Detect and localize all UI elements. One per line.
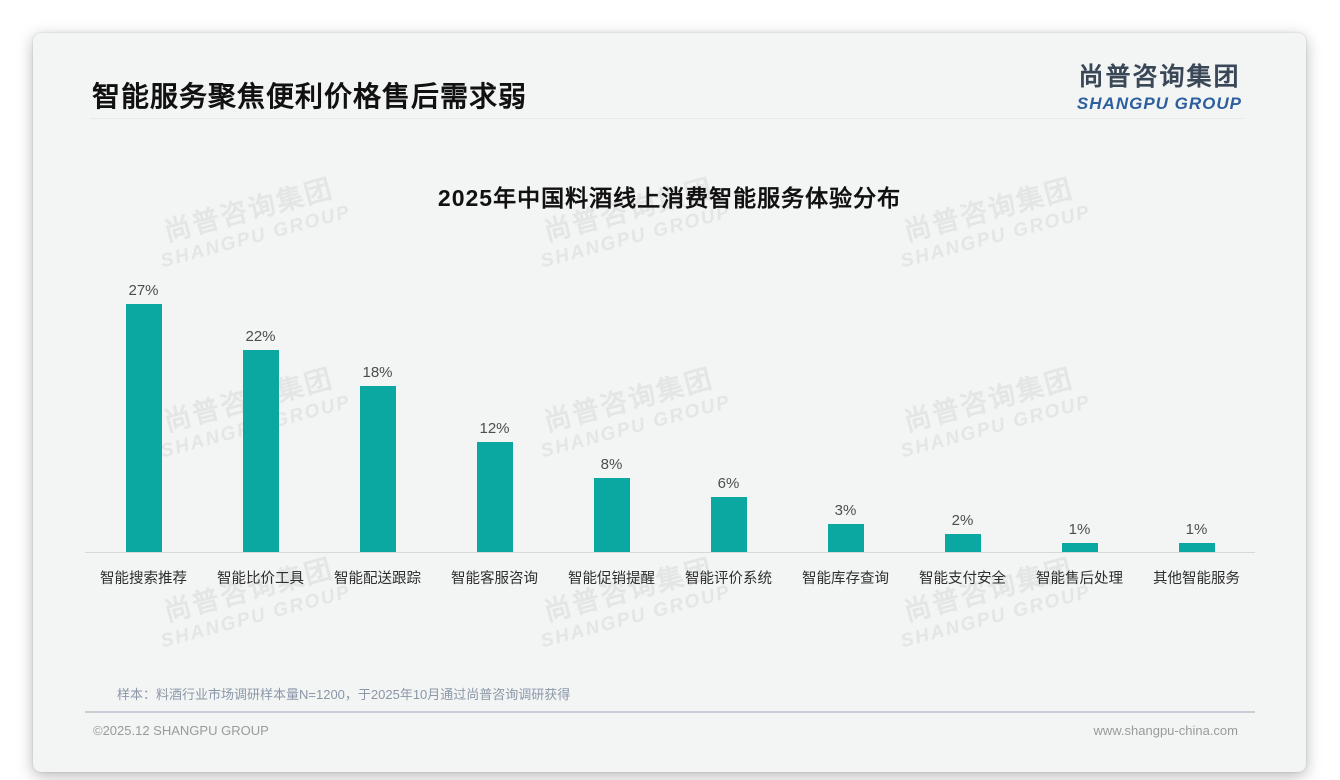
bar-value-label: 12% — [479, 419, 510, 437]
bar-column: 8% — [553, 456, 670, 552]
category-label: 智能比价工具 — [217, 571, 304, 587]
bar — [827, 524, 864, 552]
category-label: 智能支付安全 — [919, 571, 1006, 587]
bar-value-label: 18% — [362, 364, 393, 382]
bar — [944, 533, 981, 552]
bar-value-label: 22% — [245, 327, 276, 345]
category-label: 智能库存查询 — [802, 571, 889, 587]
logo-english-name: SHANGPU GROUP — [1076, 94, 1242, 113]
sample-note: 样本：料酒行业市场调研样本量N=1200，于2025年10月通过尚普咨询调研获得 — [117, 687, 571, 702]
bar-value-label: 8% — [600, 456, 623, 474]
chart-title: 2025年中国料酒线上消费智能服务体验分布 — [437, 185, 902, 211]
bar-value-label: 2% — [951, 511, 974, 529]
bar-column: 1% — [1021, 521, 1138, 552]
category-axis: 智能搜索推荐 智能比价工具 智能配送跟踪 智能客服咨询 智能促销提醒 智能评价系统 智能库存… — [85, 567, 1255, 588]
bar-chart: 27% 22% 18% 12% 8% 6% 3% 2% 1% 1% 智能搜索推荐 智能比价工具 智能配… — [85, 282, 1255, 588]
category-label: 智能配送跟踪 — [334, 571, 421, 587]
bar-column: 6% — [670, 475, 787, 552]
company-logo: 尚普咨询集团 SHANGPU GROUP — [1077, 57, 1242, 114]
bar-column: 22% — [202, 328, 319, 552]
bar-value-label: 3% — [834, 502, 857, 520]
footer-divider — [85, 711, 1255, 713]
bar-column: 1% — [1138, 521, 1255, 552]
bar-value-label: 1% — [1068, 520, 1091, 538]
bar-value-label: 1% — [1185, 520, 1208, 538]
bar — [1178, 542, 1215, 552]
category-label: 智能促销提醒 — [568, 571, 655, 587]
page-title: 智能服务聚焦便利价格售后需求弱 — [92, 81, 528, 112]
bar — [710, 496, 747, 552]
category-label: 智能评价系统 — [685, 571, 772, 587]
bar — [242, 349, 279, 552]
bar — [359, 386, 396, 552]
bar-column: 2% — [904, 512, 1021, 552]
logo-chinese-name: 尚普咨询集团 — [1078, 63, 1241, 91]
slide-card: 尚普咨询集团 SHANGPU GROUP 尚普咨询集团 SHANGPU GROUP 尚普… — [33, 33, 1306, 772]
category-label: 智能售后处理 — [1036, 571, 1123, 587]
category-label: 其他智能服务 — [1153, 571, 1240, 587]
bar — [1061, 542, 1098, 552]
bar-column: 3% — [787, 502, 904, 552]
bar — [125, 303, 162, 552]
bar-value-label: 27% — [128, 281, 159, 299]
bar — [593, 478, 630, 552]
bar — [476, 441, 513, 552]
category-label: 智能搜索推荐 — [100, 571, 187, 587]
header-divider — [90, 118, 1243, 119]
copyright-text: ©2025.12 SHANGPU GROUP — [93, 723, 269, 738]
bars-area: 27% 22% 18% 12% 8% 6% 3% 2% 1% 1% — [85, 282, 1255, 553]
website-url: www.shangpu-china.com — [1093, 723, 1238, 738]
bar-column: 27% — [85, 282, 202, 552]
bar-value-label: 6% — [717, 474, 740, 492]
bar-column: 12% — [436, 420, 553, 552]
category-label: 智能客服咨询 — [451, 571, 538, 587]
bar-column: 18% — [319, 364, 436, 552]
